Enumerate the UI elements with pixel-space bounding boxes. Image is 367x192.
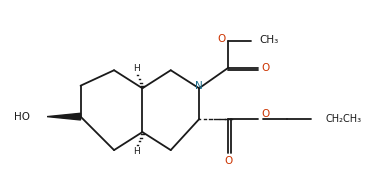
Text: O: O [224,156,233,166]
Text: HO: HO [14,112,30,122]
Text: O: O [261,63,270,73]
Text: CH₃: CH₃ [259,35,278,45]
Text: H: H [133,64,139,73]
Text: O: O [261,109,270,119]
Text: CH₂CH₃: CH₂CH₃ [325,114,361,124]
Text: O: O [217,34,225,44]
Text: N: N [195,81,203,91]
Text: H: H [133,147,139,156]
Polygon shape [47,113,81,120]
